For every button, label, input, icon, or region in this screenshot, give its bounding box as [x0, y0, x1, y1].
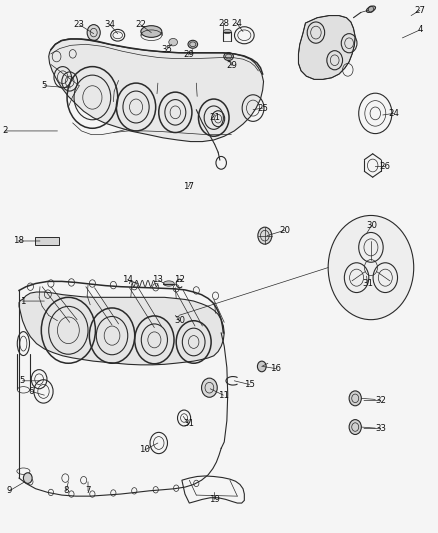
Text: 7: 7	[85, 486, 91, 495]
Ellipse shape	[169, 38, 177, 46]
Text: 24: 24	[388, 109, 399, 118]
Text: 32: 32	[375, 396, 386, 405]
Polygon shape	[49, 39, 264, 142]
Text: 2: 2	[2, 126, 8, 135]
Text: 13: 13	[152, 275, 163, 284]
Text: 28: 28	[218, 19, 229, 28]
Ellipse shape	[224, 53, 233, 61]
Text: 30: 30	[366, 221, 377, 230]
Circle shape	[258, 361, 266, 372]
Text: 34: 34	[104, 20, 115, 29]
Text: 31: 31	[362, 279, 373, 288]
Polygon shape	[19, 292, 224, 365]
Text: 1: 1	[20, 296, 25, 305]
Text: 27: 27	[414, 6, 425, 15]
Circle shape	[201, 378, 217, 397]
Polygon shape	[298, 15, 355, 79]
Text: 6: 6	[28, 387, 34, 396]
Circle shape	[328, 215, 414, 320]
Text: 11: 11	[218, 391, 229, 400]
Text: 5: 5	[20, 376, 25, 385]
Circle shape	[168, 304, 184, 323]
Text: 17: 17	[183, 182, 194, 191]
Circle shape	[258, 227, 272, 244]
Text: 26: 26	[379, 162, 390, 171]
Text: 30: 30	[174, 316, 185, 325]
Text: 29: 29	[183, 51, 194, 59]
Ellipse shape	[223, 29, 231, 34]
Text: 25: 25	[257, 103, 268, 112]
Ellipse shape	[188, 41, 198, 49]
Ellipse shape	[163, 281, 174, 286]
Text: 19: 19	[209, 495, 220, 504]
Text: 12: 12	[174, 275, 185, 284]
Text: 18: 18	[13, 237, 24, 246]
Text: 20: 20	[279, 226, 290, 235]
Text: 35: 35	[161, 45, 172, 54]
Text: 33: 33	[375, 424, 386, 433]
Text: 5: 5	[42, 81, 47, 90]
Text: 10: 10	[139, 446, 150, 455]
Circle shape	[23, 473, 32, 483]
Text: 23: 23	[74, 20, 85, 29]
Text: 15: 15	[244, 380, 255, 389]
Text: 14: 14	[122, 275, 133, 284]
Text: 9: 9	[7, 486, 12, 495]
Text: 16: 16	[270, 364, 281, 373]
Ellipse shape	[366, 6, 375, 12]
Circle shape	[87, 25, 100, 41]
Text: 24: 24	[231, 19, 242, 28]
Circle shape	[349, 391, 361, 406]
Text: 22: 22	[135, 20, 146, 29]
Ellipse shape	[141, 26, 162, 37]
Text: 4: 4	[417, 26, 423, 35]
Text: 21: 21	[209, 113, 220, 122]
Bar	[35, 237, 59, 245]
Text: 29: 29	[226, 61, 237, 70]
Text: 31: 31	[183, 419, 194, 428]
Circle shape	[349, 419, 361, 434]
Text: 8: 8	[64, 486, 69, 495]
